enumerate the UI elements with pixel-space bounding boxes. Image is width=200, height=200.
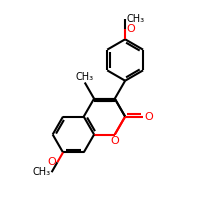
Text: CH₃: CH₃	[76, 72, 94, 82]
Text: O: O	[126, 24, 135, 34]
Text: O: O	[110, 136, 119, 146]
Text: CH₃: CH₃	[126, 14, 144, 24]
Text: O: O	[48, 157, 56, 167]
Text: O: O	[145, 112, 153, 122]
Text: CH₃: CH₃	[33, 167, 51, 177]
